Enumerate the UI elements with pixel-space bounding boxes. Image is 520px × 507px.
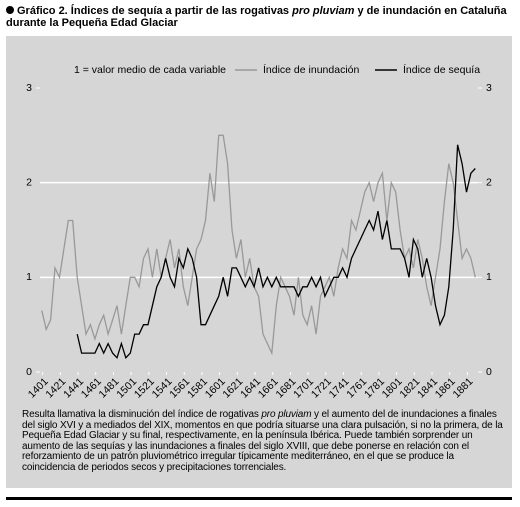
bullet — [6, 6, 14, 14]
y-tick-label: 3 — [26, 82, 32, 94]
y-tick-label: 2 — [26, 176, 32, 188]
title-part: y de inundación en Cataluña durante la P… — [6, 5, 507, 29]
y-tick-label: 0 — [26, 366, 32, 378]
series-line — [41, 134, 476, 356]
chart-title: Gráfico 2. Índices de sequía a partir de… — [6, 5, 514, 29]
legend-label: Índice de sequía — [403, 63, 480, 76]
rule — [6, 497, 512, 500]
caption: Resulta llamativa la disminución del índ… — [22, 409, 504, 474]
y-tick-label: 1 — [26, 271, 32, 283]
series-line — [76, 144, 476, 360]
title-part: Gráfico 2. Índices de sequía a partir de… — [17, 5, 293, 17]
legend-label: Índice de inundación — [263, 63, 359, 76]
y2-tick-label: 3 — [486, 82, 492, 94]
caption-part: Resulta llamativa la disminución del índ… — [22, 409, 262, 420]
y2-tick-label: 2 — [486, 176, 492, 188]
y2-tick-label: 1 — [486, 271, 492, 283]
caption-part: y el aumento del de inundaciones a final… — [22, 409, 503, 473]
y2-tick-label: 0 — [486, 366, 492, 378]
x-tick-label: 1881 — [450, 375, 475, 400]
caption-part: pro pluviam — [261, 409, 312, 420]
note: 1 = valor medio de cada variable — [74, 64, 226, 76]
title-part: pro pluviam — [292, 5, 355, 17]
